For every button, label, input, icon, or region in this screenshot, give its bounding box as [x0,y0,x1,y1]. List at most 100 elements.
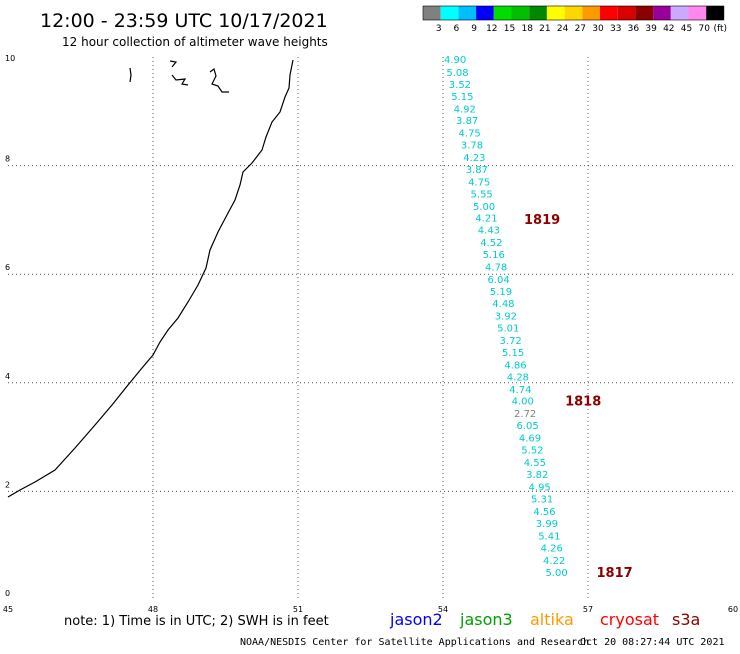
legend-swatch [423,6,441,20]
legend-swatch [529,6,547,20]
legend-swatch [653,6,671,20]
swh-value: 4.92 [454,105,476,116]
legend-label: 18 [521,24,533,34]
swh-value: 5.08 [446,68,468,79]
legend-label: 15 [504,24,515,34]
lon-tick-label: 45 [3,605,13,614]
pass-time-label: 1819 [524,213,560,228]
swh-value: 4.95 [529,483,551,494]
legend-swatch [582,6,600,20]
color-scale-legend: 3 6 9 12 15 18 21 24 27 30 33 36 39 42 45 70 [422,5,725,34]
swh-value: 4.86 [504,360,526,371]
satellite-label: jason2 [389,610,443,629]
lat-tick-label: 0 [5,589,10,598]
satellite-label: s3a [672,610,700,629]
swh-value: 4.69 [519,434,541,445]
map-area: 4.905.083.525.154.923.874.753.784.233.87… [3,54,738,614]
coastline [7,59,294,498]
swh-value: 4.21 [475,214,497,225]
satellite-label: cryosat [600,610,659,629]
legend-label: 36 [628,24,640,34]
swh-value: 4.52 [480,238,502,249]
swh-value: 5.15 [502,348,524,359]
lat-tick-label: 8 [5,155,10,164]
map-title: 12:00 - 23:59 UTC 10/17/2021 [40,10,328,32]
lat-tick-label: 6 [5,263,10,272]
swh-value: 4.22 [543,556,565,567]
legend-label: 42 [663,24,674,34]
swh-value: 4.55 [524,458,546,469]
legend-swatch [564,6,583,20]
swh-value: 5.31 [531,494,553,505]
swh-value: 5.55 [471,189,493,200]
footer-credits: NOAA/NESDIS Center for Satellite Applica… [240,637,725,648]
lat-tick-label: 4 [5,372,10,381]
legend-swatch [440,6,459,20]
legend-label: 70 [698,24,710,34]
swh-value: 5.15 [451,92,473,103]
swh-value: 4.28 [507,372,529,383]
swh-value: 4.75 [458,128,480,139]
legend-swatch [706,6,724,20]
legend-label: 6 [454,24,460,34]
island-2 [169,60,178,68]
map-subtitle: 12 hour collection of altimeter wave hei… [62,35,328,49]
swh-value: 4.00 [512,397,534,408]
pass-time-label: 1817 [596,566,632,581]
swh-value: 3.87 [466,165,488,176]
footer-timestamp: Oct 20 08:27:44 UTC 2021 [580,637,725,648]
lon-tick-label: 54 [438,605,448,614]
swh-value: 5.41 [538,531,560,542]
legend-swatch [688,6,707,20]
legend-label: 24 [557,24,569,34]
swh-value: 3.72 [500,336,522,347]
swh-value: 5.19 [490,287,512,298]
swh-value: 4.26 [541,543,563,554]
swh-value: 4.23 [463,153,485,164]
island-4 [209,67,229,93]
legend-swatch [511,6,530,20]
swh-value: 5.00 [545,568,567,579]
graticule [8,57,733,600]
lat-tick-label: 10 [5,54,15,63]
swh-value: 3.52 [449,80,471,91]
island-3 [171,74,189,86]
swh-value: 3.78 [461,140,483,151]
swh-value: 4.90 [444,55,466,66]
swh-value: 5.52 [521,446,543,457]
legend-unit: (ft) [713,24,727,34]
lon-tick-label: 51 [293,605,303,614]
swh-value: 5.16 [483,250,505,261]
swh-value: 4.75 [468,177,490,188]
swh-value: 3.92 [495,311,517,322]
legend-label: 45 [681,24,692,34]
island-1 [129,67,132,83]
lon-tick-label: 57 [583,605,593,614]
lon-tick-label: 60 [728,605,738,614]
legend-label: 30 [592,24,604,34]
pass-time-label: 1818 [565,395,601,410]
legend-swatch [635,6,654,20]
pass-time-labels: 1819 1818 1817 [524,213,633,581]
swh-value: 4.43 [478,226,500,237]
legend-label: 21 [539,24,550,34]
legend-swatch [670,6,689,20]
lon-tick-label: 48 [148,605,158,614]
legend-label: 3 [436,24,442,34]
swh-value: 6.05 [516,421,538,432]
altimeter-track: 4.905.083.525.154.923.874.753.784.233.87… [444,55,568,579]
swh-value: 5.00 [473,202,495,213]
legend-label: 12 [486,24,497,34]
swh-value: 5.01 [497,323,519,334]
satellite-legend: jason2 jason3 altika cryosat s3a [389,610,700,629]
footer-note: note: 1) Time is in UTC; 2) SWH is in fe… [64,614,329,629]
satellite-label: altika [530,610,574,629]
legend-label: 33 [610,24,621,34]
legend-swatch [458,6,477,20]
axis-tick-labels: 45 48 51 54 57 60 0 2 4 6 8 10 [3,54,738,614]
swh-value: 3.87 [456,116,478,127]
coastline-path [7,59,294,498]
swh-value: 4.56 [533,507,555,518]
